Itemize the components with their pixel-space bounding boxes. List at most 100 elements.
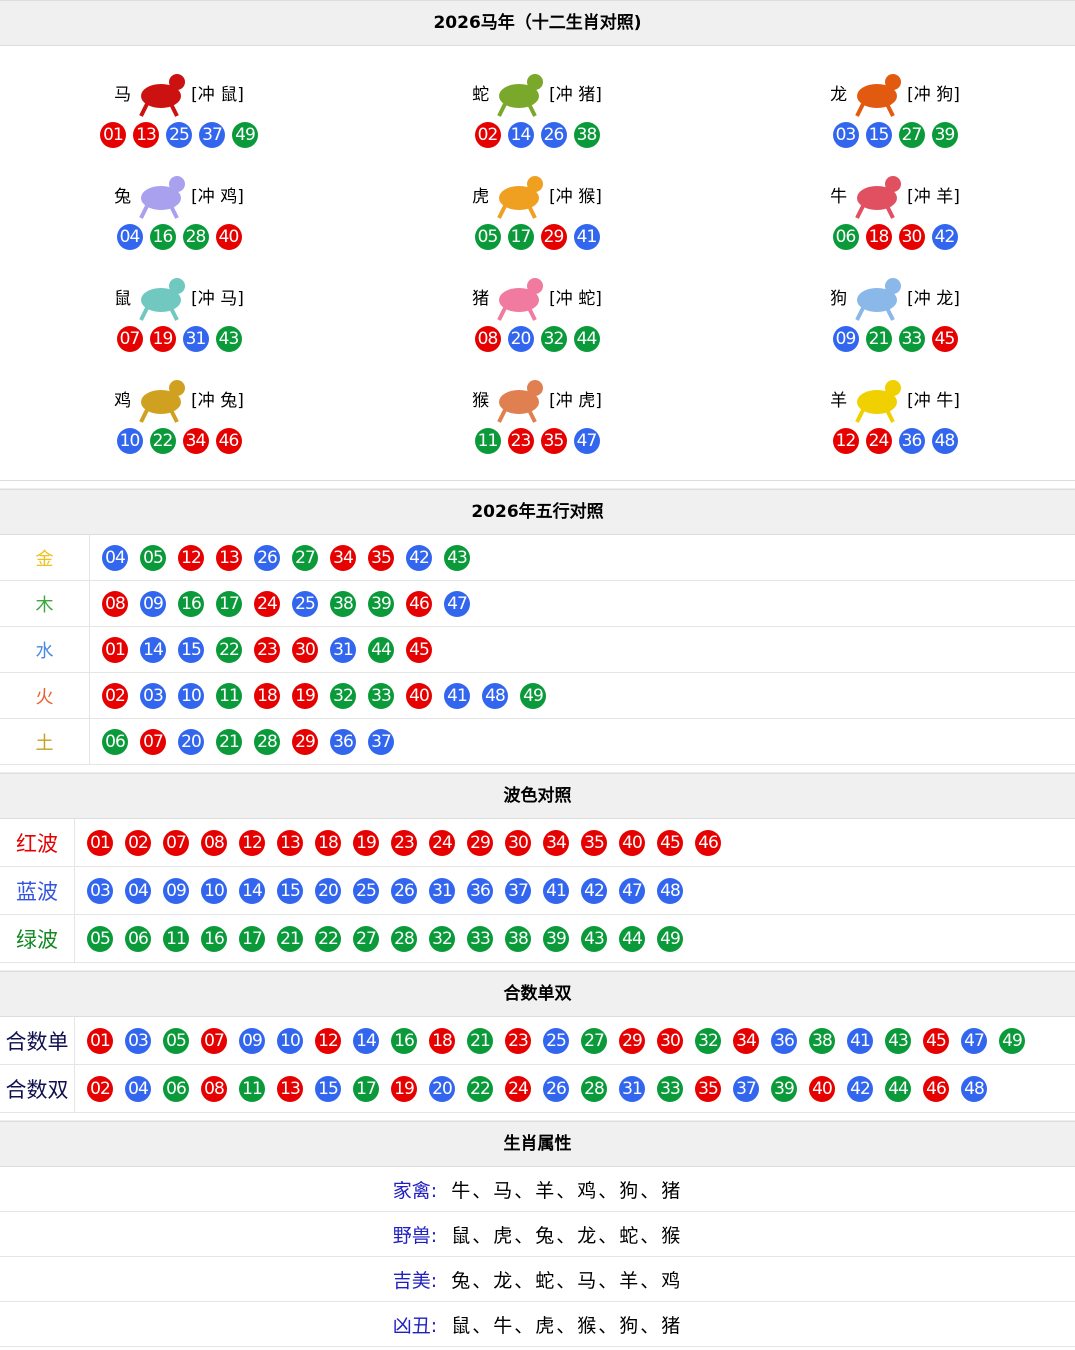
sums-row: 合数双 02 04 06 08 11 13 15 17 19 20 22 24 26 28 31 33 35 37 3… [0,1065,1075,1113]
number-balls: 05 06 11 16 17 21 22 27 28 32 33 38 39 43 44 49 [75,925,683,952]
zodiac-line: 兔 [冲 鸡] [114,164,244,224]
number-balls: 01 03 05 07 09 10 12 14 16 18 21 23 25 27 29 30 32 34 36 38… [75,1027,1025,1054]
number-ball: 45 [931,326,958,352]
number-ball: 48 [482,682,508,709]
zodiac-clash: [冲 蛇] [549,288,602,309]
number-ball: 34 [733,1027,759,1054]
zodiac-name: 羊 [830,390,848,411]
zodiac-name: 兔 [114,186,132,207]
zodiac-clash: [冲 羊] [907,186,960,207]
number-ball: 14 [507,122,534,148]
number-ball: 07 [201,1027,227,1054]
number-ball: 02 [102,682,128,709]
attribute-value: 牛、马、羊、鸡、狗、猪 [451,1179,683,1202]
number-balls: 01 13 25 37 49 [100,122,258,148]
sums-label: 合数双 [0,1065,75,1112]
number-ball: 40 [619,829,645,856]
number-ball: 14 [239,877,265,904]
number-ball: 32 [330,682,356,709]
number-ball: 08 [201,1075,227,1102]
number-ball: 01 [87,1027,113,1054]
number-ball: 13 [277,829,303,856]
number-ball: 28 [581,1075,607,1102]
attribute-key: 家禽: [392,1179,438,1202]
zodiac-name: 鼠 [114,288,132,309]
number-ball: 25 [166,122,192,148]
zodiac-line: 羊 [冲 牛] [830,368,960,428]
zodiac-name: 牛 [830,186,848,207]
number-ball: 43 [581,925,607,952]
zodiac-cell: 鼠 [冲 马] 07 19 31 43 [0,266,358,368]
elements-row: 土 06 07 20 21 28 29 36 37 [0,719,1075,765]
zodiac-line: 龙 [冲 狗] [830,62,960,122]
number-ball: 03 [125,1027,151,1054]
number-ball: 05 [163,1027,189,1054]
number-ball: 34 [330,544,356,571]
number-ball: 19 [149,326,176,352]
number-ball: 24 [429,829,455,856]
number-ball: 36 [330,728,356,755]
number-ball: 47 [573,428,600,454]
elements-row: 金 04 05 12 13 26 27 34 35 42 43 [0,535,1075,581]
zodiac-clash: [冲 牛] [907,390,960,411]
attributes-title: 生肖属性 [0,1121,1075,1167]
number-ball: 10 [178,682,204,709]
number-ball: 02 [125,829,151,856]
zodiac-clash: [冲 马] [191,288,244,309]
number-balls: 01 02 07 08 12 13 18 19 23 24 29 30 34 35 40 45 46 [75,829,721,856]
elements-row: 火 02 03 10 11 18 19 32 33 40 41 48 49 [0,673,1075,719]
number-balls: 11 23 35 47 [474,428,600,454]
number-ball: 26 [540,122,567,148]
number-ball: 31 [330,636,356,663]
waves-row: 红波 01 02 07 08 12 13 18 19 23 24 29 30 34 35 40 45 46 [0,819,1075,867]
number-ball: 47 [619,877,645,904]
zodiac-line: 狗 [冲 龙] [830,266,960,326]
number-ball: 30 [505,829,531,856]
number-ball: 44 [619,925,645,952]
zodiac-line: 猪 [冲 蛇] [472,266,602,326]
number-ball: 04 [102,544,128,571]
number-ball: 35 [581,829,607,856]
number-ball: 09 [163,877,189,904]
number-ball: 39 [931,122,958,148]
number-ball: 26 [254,544,280,571]
zodiac-section: 2026马年（十二生肖对照) 马 [冲 鼠] 01 13 25 37 49 蛇 [冲 猪] 02 1… [0,0,1075,481]
number-ball: 16 [391,1027,417,1054]
number-ball: 42 [931,224,958,250]
dog-icon [847,268,907,324]
number-ball: 27 [898,122,925,148]
number-ball: 37 [368,728,394,755]
number-ball: 24 [254,590,280,617]
number-ball: 39 [771,1075,797,1102]
number-ball: 19 [353,829,379,856]
number-ball: 03 [140,682,166,709]
zodiac-name: 鸡 [114,390,132,411]
zodiac-cell: 牛 [冲 羊] 06 18 30 42 [716,164,1074,266]
number-balls: 04 16 28 40 [116,224,242,250]
number-balls: 03 04 09 10 14 15 20 25 26 31 36 37 41 42 47 48 [75,877,683,904]
number-ball: 01 [100,122,126,148]
elements-row: 木 08 09 16 17 24 25 38 39 46 47 [0,581,1075,627]
number-ball: 13 [216,544,242,571]
elements-label: 水 [0,627,90,672]
number-ball: 40 [809,1075,835,1102]
elements-section: 2026年五行对照 金 04 05 12 13 26 27 34 35 42 43 木 08 09 16 17… [0,489,1075,765]
number-ball: 30 [898,224,925,250]
waves-label: 绿波 [0,915,75,962]
number-ball: 33 [467,925,493,952]
number-ball: 25 [543,1027,569,1054]
number-ball: 49 [999,1027,1025,1054]
number-ball: 28 [254,728,280,755]
attributes-section: 生肖属性 家禽: 牛、马、羊、鸡、狗、猪 野兽: 鼠、虎、兔、龙、蛇、猴 吉美: 兔、龙、… [0,1121,1075,1347]
number-balls: 12 24 36 48 [832,428,958,454]
waves-label: 红波 [0,819,75,866]
attribute-key: 吉美: [392,1269,438,1292]
zodiac-name: 蛇 [472,84,490,105]
number-ball: 11 [239,1075,265,1102]
number-ball: 24 [865,428,892,454]
number-ball: 16 [149,224,176,250]
number-ball: 11 [216,682,242,709]
waves-title: 波色对照 [0,773,1075,819]
zodiac-line: 鼠 [冲 马] [114,266,244,326]
attribute-key: 野兽: [392,1224,438,1247]
